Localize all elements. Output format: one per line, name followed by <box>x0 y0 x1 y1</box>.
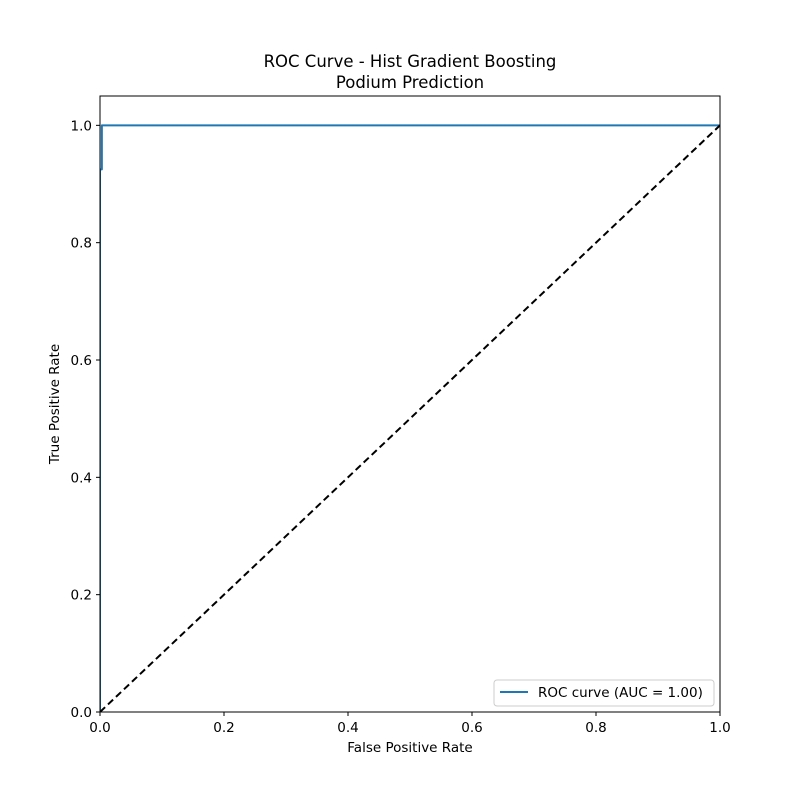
plot-lines <box>100 124 720 712</box>
chart-title-line-2: Podium Prediction <box>336 73 484 92</box>
y-tick-label: 0.2 <box>71 588 92 604</box>
y-tick-label: 0.0 <box>71 705 92 721</box>
y-tick-label: 1.0 <box>71 118 92 134</box>
y-axis-label: True Positive Rate <box>47 344 63 465</box>
x-tick-label: 0.6 <box>461 720 482 736</box>
x-tick-label: 0.0 <box>89 720 110 736</box>
x-tick-label: 1.0 <box>709 720 730 736</box>
roc-curve-line <box>100 124 720 712</box>
y-axis-ticks: 0.0 0.2 0.4 0.6 0.8 1.0 <box>71 118 100 721</box>
x-tick-label: 0.8 <box>585 720 606 736</box>
y-tick-label: 0.6 <box>71 353 92 369</box>
legend-box <box>493 679 715 707</box>
x-tick-label: 0.4 <box>337 720 358 736</box>
chart-title-line-1: ROC Curve - Hist Gradient Boosting <box>264 52 557 71</box>
x-axis-label: False Positive Rate <box>347 740 472 756</box>
legend-label-roc: ROC curve (AUC = 1.00) <box>538 685 703 701</box>
chance-diagonal-line <box>100 124 720 712</box>
y-tick-label: 0.8 <box>71 236 92 252</box>
x-axis-ticks: 0.0 0.2 0.4 0.6 0.8 1.0 <box>89 712 731 736</box>
x-tick-label: 0.2 <box>213 720 234 736</box>
plot-frame <box>99 95 721 713</box>
y-tick-label: 0.4 <box>71 470 92 486</box>
legend: ROC curve (AUC = 1.00) <box>493 679 715 707</box>
